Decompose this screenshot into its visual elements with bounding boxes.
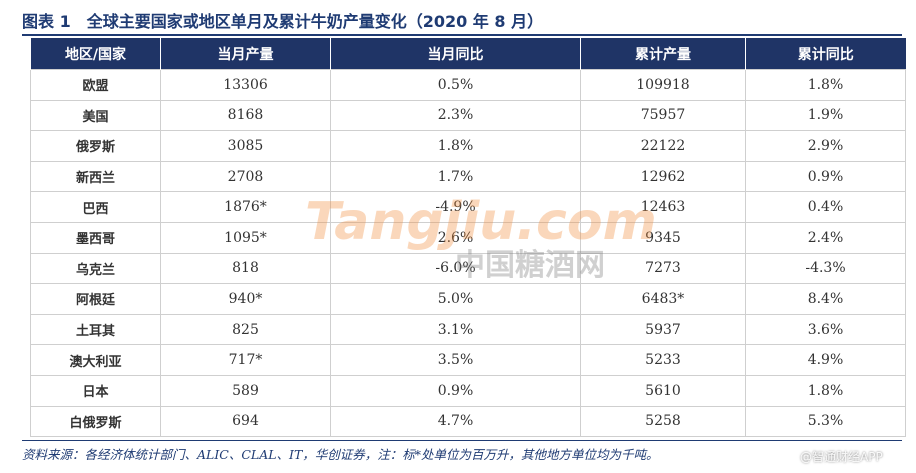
- value-cell: 2.6%: [330, 221, 581, 254]
- value-cell: 717*: [160, 344, 331, 376]
- table-body: 欧盟 13306 0.5% 109918 1.8% 美国 8168 2.3% 75957 1.9%…: [30, 69, 906, 438]
- value-cell: 5233: [580, 344, 746, 376]
- value-cell: 4.7%: [330, 405, 581, 438]
- value-cell: 694: [160, 405, 331, 438]
- value-cell: 1.9%: [745, 99, 906, 132]
- value-cell: 1.8%: [745, 69, 906, 101]
- value-cell: 0.9%: [330, 374, 581, 407]
- region-cell: 墨西哥: [30, 221, 161, 254]
- region-cell: 土耳其: [30, 313, 161, 346]
- table-row: 土耳其 825 3.1% 5937 3.6%: [30, 313, 906, 346]
- table-row: 日本 589 0.9% 5610 1.8%: [30, 374, 906, 407]
- value-cell: 22122: [580, 130, 746, 162]
- value-cell: 9345: [580, 221, 746, 254]
- value-cell: 8.4%: [745, 283, 906, 315]
- value-cell: 5937: [580, 313, 746, 346]
- column-header: 累计同比: [745, 38, 906, 70]
- value-cell: 0.5%: [330, 69, 581, 101]
- column-header: 地区/国家: [30, 38, 161, 70]
- column-header: 当月产量: [160, 38, 331, 70]
- value-cell: 1.7%: [330, 160, 581, 193]
- region-cell: 白俄罗斯: [30, 405, 161, 438]
- table-row: 欧盟 13306 0.5% 109918 1.8%: [30, 69, 906, 101]
- region-cell: 阿根廷: [30, 283, 161, 315]
- region-cell: 欧盟: [30, 69, 161, 101]
- value-cell: 589: [160, 374, 331, 407]
- table-row: 阿根廷 940* 5.0% 6483* 8.4%: [30, 283, 906, 315]
- credit: @智通财经APP: [800, 450, 883, 464]
- value-cell: 940*: [160, 283, 331, 315]
- value-cell: 3.1%: [330, 313, 581, 346]
- table-row: 新西兰 2708 1.7% 12962 0.9%: [30, 160, 906, 193]
- table-row: 美国 8168 2.3% 75957 1.9%: [30, 99, 906, 132]
- value-cell: 75957: [580, 99, 746, 132]
- value-cell: 0.9%: [745, 160, 906, 193]
- table-row: 白俄罗斯 694 4.7% 5258 5.3%: [30, 405, 906, 438]
- value-cell: 5.3%: [745, 405, 906, 438]
- table-row: 俄罗斯 3085 1.8% 22122 2.9%: [30, 130, 906, 162]
- value-cell: 1095*: [160, 221, 331, 254]
- value-cell: 825: [160, 313, 331, 346]
- value-cell: -4.3%: [745, 252, 906, 285]
- region-cell: 日本: [30, 374, 161, 407]
- value-cell: 1.8%: [330, 130, 581, 162]
- value-cell: 3.6%: [745, 313, 906, 346]
- value-cell: 8168: [160, 99, 331, 132]
- title-rule: [22, 34, 902, 36]
- value-cell: 2708: [160, 160, 331, 193]
- value-cell: 6483*: [580, 283, 746, 315]
- value-cell: 2.4%: [745, 221, 906, 254]
- value-cell: 12463: [580, 191, 746, 223]
- value-cell: -4.9%: [330, 191, 581, 223]
- column-header: 累计产量: [580, 38, 746, 70]
- value-cell: 13306: [160, 69, 331, 101]
- value-cell: 1.8%: [745, 374, 906, 407]
- value-cell: 5.0%: [330, 283, 581, 315]
- footer-rule: [22, 440, 902, 441]
- region-cell: 美国: [30, 99, 161, 132]
- value-cell: 12962: [580, 160, 746, 193]
- value-cell: -6.0%: [330, 252, 581, 285]
- value-cell: 3.5%: [330, 344, 581, 376]
- value-cell: 5258: [580, 405, 746, 438]
- region-cell: 乌克兰: [30, 252, 161, 285]
- value-cell: 7273: [580, 252, 746, 285]
- region-cell: 巴西: [30, 191, 161, 223]
- value-cell: 4.9%: [745, 344, 906, 376]
- column-header: 当月同比: [330, 38, 581, 70]
- value-cell: 5610: [580, 374, 746, 407]
- title: 图表 1 全球主要国家或地区单月及累计牛奶产量变化（2020 年 8 月）: [22, 12, 544, 31]
- table-row: 巴西 1876* -4.9% 12463 0.4%: [30, 191, 906, 223]
- value-cell: 1876*: [160, 191, 331, 223]
- value-cell: 2.9%: [745, 130, 906, 162]
- source-note: 资料来源：各经济体统计部门、ALIC、CLAL、IT，华创证券，注：标*处单位为…: [22, 447, 659, 462]
- table-row: 乌克兰 818 -6.0% 7273 -4.3%: [30, 252, 906, 285]
- region-cell: 俄罗斯: [30, 130, 161, 162]
- value-cell: 109918: [580, 69, 746, 101]
- region-cell: 澳大利亚: [30, 344, 161, 376]
- region-cell: 新西兰: [30, 160, 161, 193]
- value-cell: 3085: [160, 130, 331, 162]
- data-table: 地区/国家 当月产量 当月同比 累计产量 累计同比 欧盟 13306 0.5% 109918 1…: [30, 38, 906, 438]
- value-cell: 0.4%: [745, 191, 906, 223]
- header-row: 地区/国家 当月产量 当月同比 累计产量 累计同比: [30, 38, 906, 70]
- table-row: 澳大利亚 717* 3.5% 5233 4.9%: [30, 344, 906, 376]
- value-cell: 818: [160, 252, 331, 285]
- table-row: 墨西哥 1095* 2.6% 9345 2.4%: [30, 221, 906, 254]
- value-cell: 2.3%: [330, 99, 581, 132]
